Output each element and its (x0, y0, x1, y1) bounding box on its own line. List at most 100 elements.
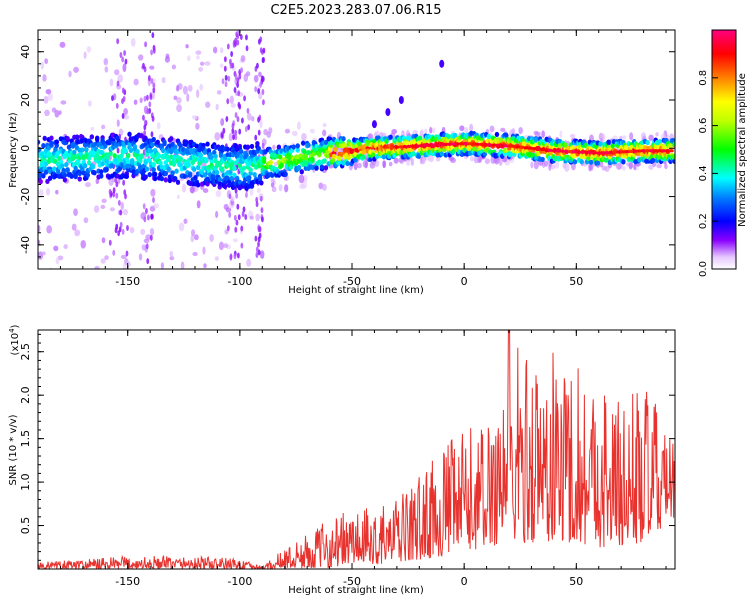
spectrogram-cell (202, 246, 206, 255)
spectrogram-ylabel: Frequency (Hz) (8, 112, 19, 188)
spectrogram-cell (402, 145, 408, 149)
spectrogram-cell (258, 92, 263, 100)
spectrogram-cell (212, 149, 217, 156)
spectrogram-cell (385, 108, 391, 117)
spectrogram-cell (365, 141, 370, 147)
spectrogram-cell (325, 153, 330, 159)
spectrogram-cell (370, 152, 376, 158)
spectrogram-cell (192, 251, 198, 257)
spectrogram-cell (628, 162, 633, 170)
spectrogram-xtick-label: -50 (343, 275, 361, 288)
spectrogram-cell (236, 77, 240, 84)
spectrogram-cell (143, 238, 150, 244)
spectrogram-cell (418, 135, 423, 141)
spectrogram-cell (191, 166, 197, 172)
spectrogram-cell (195, 164, 201, 171)
spectrogram-cell (199, 83, 204, 91)
spectrogram-cell (257, 38, 261, 45)
spectrogram-cell (241, 211, 245, 218)
spectrogram-cell (296, 164, 302, 171)
spectrogram-cell (108, 188, 112, 195)
spectrogram-cell (42, 74, 47, 82)
spectrogram-cell (118, 226, 122, 233)
spectrogram-cell (629, 132, 634, 141)
spectrogram-cell (236, 82, 240, 89)
spectrogram-cell (119, 52, 123, 59)
spectrogram-cell (232, 165, 237, 171)
spectrogram-cell (195, 182, 201, 188)
spectrogram-cell (645, 139, 650, 146)
spectrogram-cell (672, 158, 675, 164)
spectrogram-xtick-label: 0 (461, 275, 468, 288)
spectrogram-cell (271, 186, 277, 193)
spectrogram-cell (124, 173, 130, 180)
spectrogram-cell (111, 95, 114, 102)
spectrogram-cell (434, 143, 440, 147)
spectrogram-cell (116, 119, 120, 127)
spectrogram-cell (439, 151, 444, 157)
spectrogram-cell (284, 184, 289, 193)
spectrogram-cell (249, 215, 254, 220)
spectrogram-cell (235, 192, 239, 199)
spectrogram-cell (215, 210, 219, 219)
spectrogram-cell (598, 141, 603, 147)
spectrogram-cell (173, 175, 178, 182)
spectrogram-cell (527, 146, 533, 150)
spectrogram-cell (198, 66, 204, 72)
spectrogram-cell (145, 234, 152, 240)
spectrogram-cell (176, 97, 182, 104)
spectrogram-cell (194, 143, 200, 149)
spectrogram-cell (245, 144, 251, 150)
spectrogram-cell (251, 116, 255, 122)
spectrogram-cell (612, 150, 618, 154)
spectrogram-cell (606, 139, 611, 145)
spectrogram-cell (230, 103, 236, 108)
spectrogram-cell (261, 216, 264, 223)
spectrogram-cell (90, 164, 96, 170)
spectrogram-cell (322, 123, 327, 128)
spectrogram-cell (112, 153, 117, 159)
spectrogram-cell (576, 150, 581, 154)
spectrogram-cell (406, 160, 411, 166)
spectrogram-cell (459, 125, 465, 132)
spectrogram-cell (353, 162, 358, 171)
spectrogram-cell (44, 109, 50, 117)
spectrogram-cell (145, 243, 149, 250)
spectrogram-cell (86, 46, 92, 53)
spectrogram-cell (169, 136, 174, 142)
spectrogram-cell (276, 144, 282, 150)
spectrogram-cell (73, 165, 78, 171)
spectrogram-cell (469, 155, 475, 162)
spectrogram-cell (257, 129, 261, 136)
spectrogram-cell (234, 129, 238, 136)
spectrogram-cell (384, 138, 389, 144)
spectrogram-cell (473, 155, 479, 164)
spectrogram-cell (554, 160, 560, 169)
spectrogram-cell (115, 102, 119, 109)
spectrogram-cell (82, 163, 88, 169)
spectrogram-cell (163, 170, 169, 177)
spectrogram-cell (322, 158, 327, 164)
spectrogram-cell (46, 187, 51, 196)
spectrogram-cell (151, 167, 156, 173)
spectrogram-cell (81, 170, 86, 176)
spectrogram-cell (149, 234, 153, 241)
spectrogram-panel: -150 -100 -50 0 50 -40 -20 0 20 40 Height of stra… (8, 29, 676, 296)
spectrogram-cell (246, 107, 250, 114)
spectrogram-cell (559, 130, 563, 138)
spectrogram-cell (299, 183, 305, 190)
spectrogram-cell (58, 159, 64, 165)
spectrogram-cell (389, 144, 395, 150)
spectrogram-cell (548, 162, 552, 171)
spectrogram-cell (246, 258, 252, 267)
spectrogram-cell (104, 66, 109, 73)
spectrogram-cell (150, 131, 154, 138)
spectrogram-cell (152, 87, 156, 94)
spectrogram-cell (664, 149, 670, 153)
spectrogram-cell (125, 153, 131, 159)
spectrogram-cell (361, 154, 366, 160)
spectrogram-cell (223, 243, 229, 249)
spectrogram-cell (61, 167, 66, 174)
spectrogram-cell (259, 119, 263, 128)
spectrogram-cell (84, 182, 91, 188)
